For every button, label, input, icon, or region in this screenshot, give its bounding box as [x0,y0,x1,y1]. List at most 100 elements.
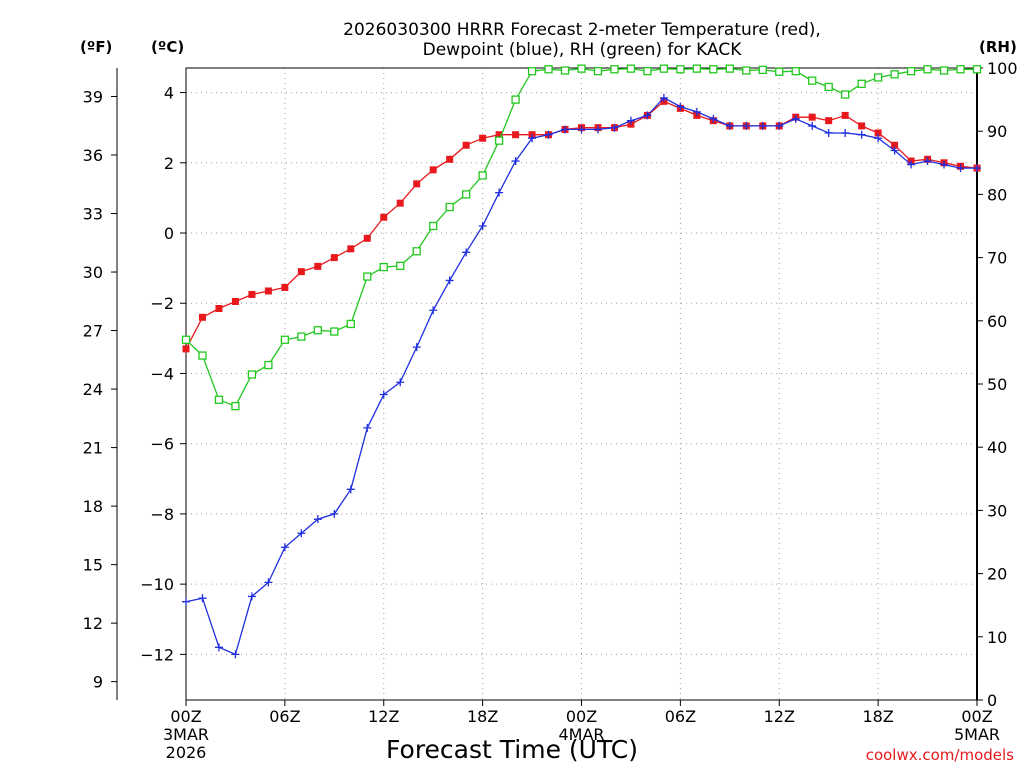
dewpoint-point [791,114,800,123]
x-tick-label: 06Z [269,707,300,726]
rh-point [412,247,421,256]
x-tick-date-label: 5MAR [954,725,1000,744]
dewpoint-point [676,102,685,111]
rh-point [692,64,702,73]
rh-tick-label: 10 [987,628,1007,647]
temperature-point [215,305,223,313]
dewpoint-point [429,306,438,315]
rh-point [280,335,290,344]
rh-point [379,262,388,272]
dewpoint-point [890,146,899,155]
rh-point [890,70,899,79]
rh-point [841,90,850,99]
rh-point [758,65,767,75]
rh-point [643,67,652,76]
dewpoint-point [511,157,520,166]
dewpoint-point [659,93,668,102]
temperature-point [479,134,487,142]
temperature-point [297,268,305,276]
rh-point [808,76,817,85]
rh-point [198,351,207,360]
dewpoint-point [396,378,405,387]
rh-point [577,64,586,73]
chart-title-line1: 2026030300 HRRR Forecast 2-meter Tempera… [343,20,821,40]
rh-tick-label: 60 [987,312,1007,331]
temperature-point [874,129,882,137]
temperature-point [347,245,355,253]
dewpoint-point [280,543,289,552]
fahrenheit-tick-label: 27 [83,322,103,341]
dewpoint-point [346,485,355,494]
fahrenheit-tick-label: 24 [83,380,103,399]
rh-point [956,65,965,74]
celsius-tick-label: −12 [140,645,174,664]
celsius-tick-label: −10 [140,575,174,594]
rh-point [247,370,257,379]
dewpoint-point [593,125,602,134]
temperature-point [462,141,470,149]
rh-point [214,395,224,404]
dewpoint-point [808,121,817,130]
series-temperature [182,97,981,353]
dewpoint-point [775,121,784,130]
dewpoint-point [643,111,652,120]
axes: 912151821242730333639−12−10−8−6−4−202401… [83,59,1018,762]
rh-tick-label: 30 [987,501,1007,520]
fahrenheit-tick-label: 12 [83,614,103,633]
celsius-tick-label: −2 [150,294,174,313]
temperature-point [512,131,520,139]
rh-point [742,66,751,75]
rh-point [429,221,438,231]
rh-point [906,67,916,76]
dewpoint-point [182,597,190,606]
fahrenheit-tick-label: 39 [83,87,103,106]
rh-point [396,261,405,270]
dewpoint-point [561,125,570,134]
rh-point [461,190,471,199]
dewpoint-point [610,123,619,132]
dewpoint-point [907,160,916,169]
celsius-tick-label: 2 [164,154,174,173]
rh-point [791,67,800,76]
fahrenheit-tick-label: 9 [93,673,103,692]
dewpoint-point [198,594,207,603]
rh-tick-label: 0 [987,691,997,710]
rh-point [923,65,932,74]
temperature-point [429,166,437,174]
rh-point [511,95,520,104]
dewpoint-point [231,650,240,659]
rh-point [873,73,883,82]
fahrenheit-unit-label: (ºF) [80,38,112,56]
temperature-point [858,122,866,130]
temperature-point [841,111,849,119]
dewpoint-point [923,157,932,166]
rh-point [659,64,669,73]
rh-point [346,319,355,329]
series-rh [181,64,982,411]
dewpoint-point [709,114,718,123]
dewpoint-point [264,578,273,587]
dewpoint-point [297,529,306,538]
dewpoint-point [956,164,965,173]
dewpoint-point [412,343,421,352]
x-tick-label: 12Z [764,707,795,726]
celsius-unit-label: (ºC) [151,38,184,56]
rh-point [824,82,833,92]
rh-point [231,401,240,411]
x-tick-label: 00Z [170,707,201,726]
rh-point [494,136,504,145]
x-tick-date-label: 4MAR [558,725,604,744]
temperature-point [396,199,404,207]
dewpoint-point [940,160,949,169]
temperature-point [808,113,816,121]
rh-point [725,64,734,73]
dewpoint-point [462,248,471,257]
rh-point [972,65,982,74]
celsius-tick-label: 0 [164,224,174,243]
rh-tick-label: 70 [987,249,1007,268]
series-dewpoint [182,93,981,659]
rh-tick-label: 100 [987,59,1018,78]
dewpoint-point [874,134,883,143]
celsius-tick-label: −8 [150,505,174,524]
